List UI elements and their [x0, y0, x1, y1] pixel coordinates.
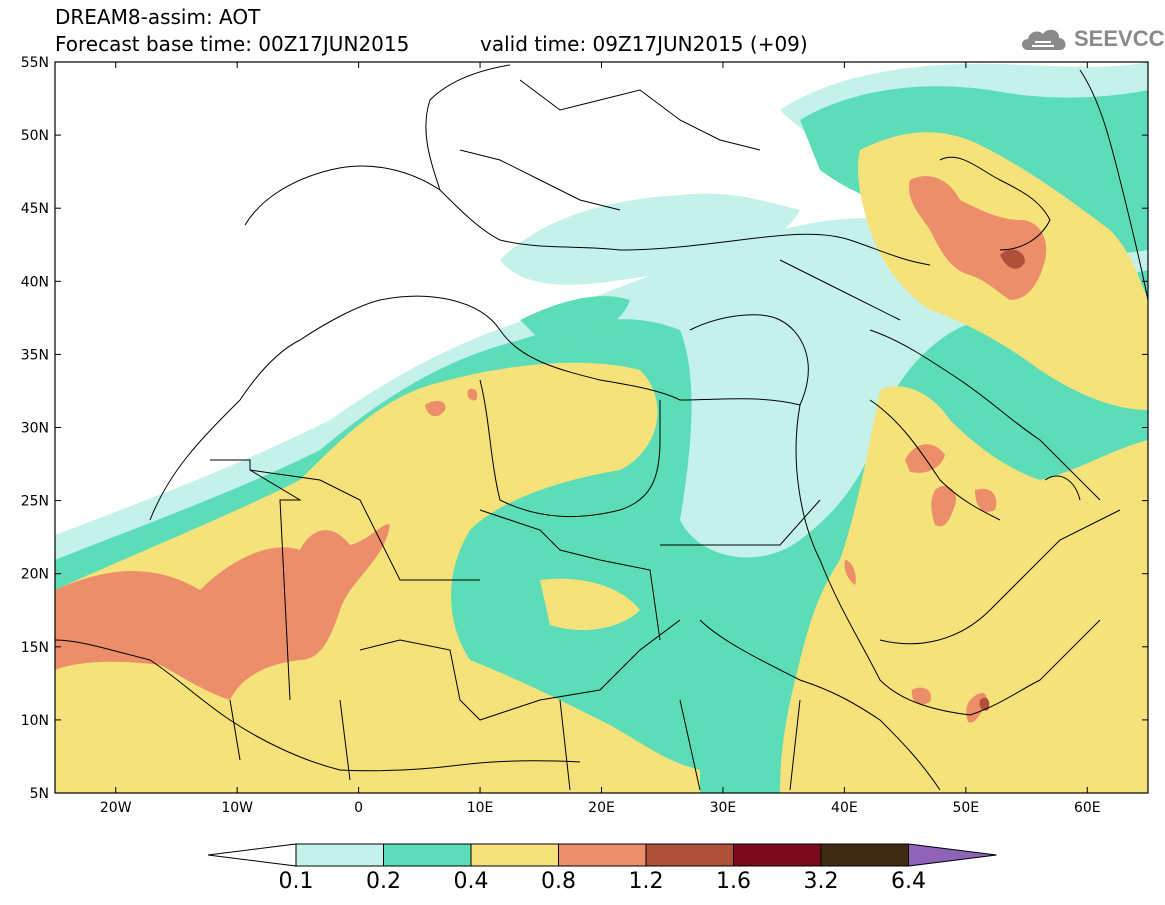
- colorbar-label: 1.2: [628, 869, 664, 894]
- coastlines-borders: [55, 64, 1148, 791]
- logo-text: SEEVCCC: [1074, 26, 1165, 51]
- lat-label: 55N: [21, 55, 49, 71]
- forecast-base-time: Forecast base time: 00Z17JUN2015: [55, 32, 410, 56]
- lat-label: 45N: [21, 201, 49, 217]
- colorbar-label: 0.2: [366, 869, 401, 894]
- lat-label: 35N: [21, 347, 49, 363]
- lat-label: 50N: [21, 128, 49, 144]
- lon-label: 10W: [221, 800, 253, 816]
- colorbar-max-arrow: [908, 843, 997, 867]
- lat-label: 30N: [21, 421, 49, 437]
- lat-label: 5N: [30, 786, 49, 802]
- colorbar-label: 3.2: [803, 869, 839, 894]
- colorbar: [207, 843, 997, 867]
- valid-time: valid time: 09Z17JUN2015 (+09): [480, 32, 808, 56]
- colorbar-label: 1.6: [716, 869, 751, 894]
- colorbar-box: [470, 843, 559, 867]
- colorbar-label: 0.1: [278, 869, 314, 894]
- lon-label: 20E: [588, 800, 615, 816]
- colorbar-min-arrow: [207, 843, 297, 867]
- lat-label: 10N: [21, 713, 49, 729]
- colorbar-label: 6.4: [891, 869, 926, 894]
- colorbar-box: [733, 843, 822, 867]
- colorbar-box: [645, 843, 734, 867]
- aot-field: [55, 62, 1148, 793]
- aot-band-0.8-1.2: [55, 176, 1047, 723]
- lon-label: 40E: [831, 800, 858, 816]
- lat-label: 25N: [21, 494, 49, 510]
- colorbar-box: [383, 843, 472, 867]
- lat-label: 15N: [21, 640, 49, 656]
- lon-label: 10E: [467, 800, 494, 816]
- colorbar-label: 0.4: [453, 869, 489, 894]
- lat-label: 20N: [21, 567, 49, 583]
- lon-label: 0: [354, 800, 363, 816]
- colorbar-box: [820, 843, 909, 867]
- map-axes: 55N 50N 45N 40N 35N 30N 25N 20N 15N 10N 5N 20W 10W 0 1…: [21, 55, 1148, 816]
- map-title: DREAM8-assim: AOT: [55, 5, 261, 29]
- colorbar-box: [558, 843, 647, 867]
- cloud-icon: [1022, 29, 1066, 50]
- colorbar-box: [295, 843, 384, 867]
- lon-label: 50E: [952, 800, 979, 816]
- lat-label: 40N: [21, 274, 49, 290]
- seevccc-logo: SEEVCCC: [1018, 22, 1165, 56]
- lon-label: 30E: [710, 800, 737, 816]
- lon-label: 20W: [100, 800, 132, 816]
- lon-label: 60E: [1074, 800, 1101, 816]
- colorbar-label: 0.8: [541, 869, 576, 894]
- aot-band-1.2-1.6: [979, 249, 1025, 711]
